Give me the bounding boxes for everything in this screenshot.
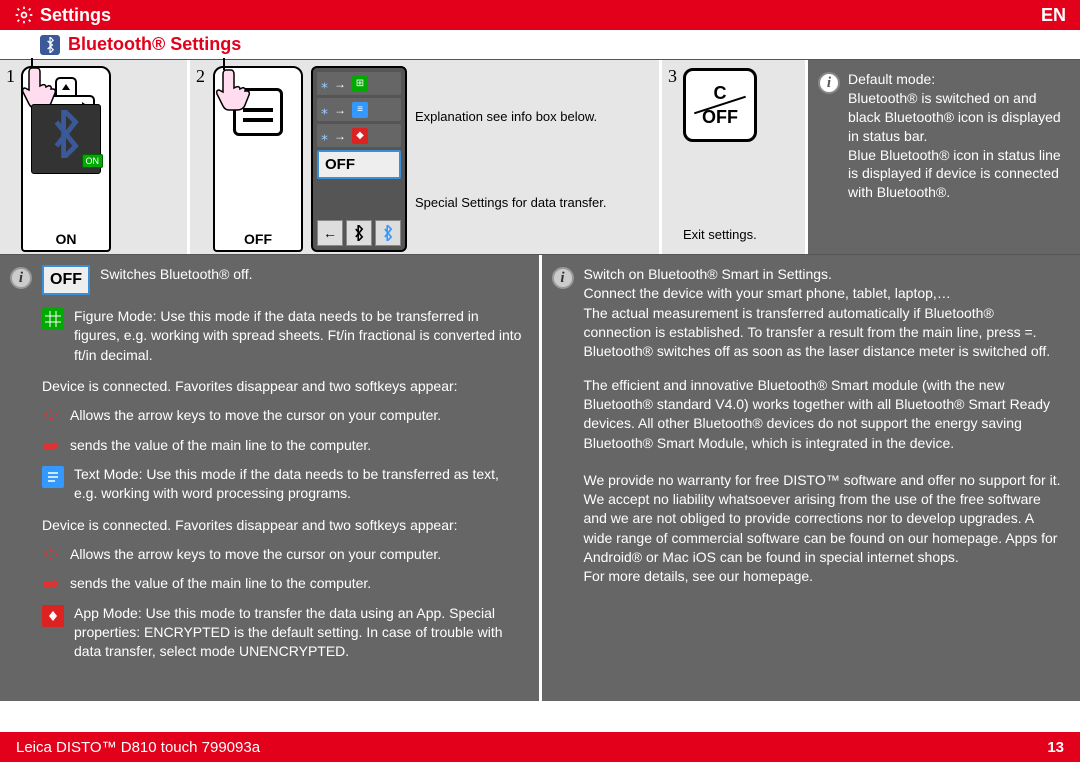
bluetooth-large-icon xyxy=(48,110,84,168)
info-icon: i xyxy=(552,267,574,289)
send-value-icon xyxy=(42,576,60,590)
header-lang: EN xyxy=(1041,5,1066,26)
app-mode-text: App Mode: Use this mode to transfer the … xyxy=(74,604,523,662)
text-icon: ≡ xyxy=(352,102,368,118)
step-number-2: 2 xyxy=(196,66,205,254)
device-illustration-off: OFF xyxy=(213,66,303,252)
device-illustration-on: ON ON xyxy=(21,66,111,252)
text-icon xyxy=(42,466,64,488)
note-special: Special Settings for data transfer. xyxy=(415,195,607,212)
text-mode-text: Text Mode: Use this mode if the data nee… xyxy=(74,465,523,504)
bt-blue-icon xyxy=(375,220,401,246)
info-icon: i xyxy=(818,72,840,94)
sends-value-text: sends the value of the main line to the … xyxy=(70,437,371,453)
right-column: i Switch on Bluetooth® Smart in Settings… xyxy=(542,255,1080,701)
arrow-keys-text: Allows the arrow keys to move the cursor… xyxy=(70,407,441,423)
spreadsheet-icon xyxy=(42,308,64,330)
spreadsheet-icon: ⊞ xyxy=(352,76,368,92)
cursor-arrows-icon xyxy=(42,408,60,422)
connected-text-1: Device is connected. Favorites disappear… xyxy=(42,377,523,396)
sends-value-text-2: sends the value of the main line to the … xyxy=(70,575,371,591)
exit-settings-label: Exit settings. xyxy=(683,227,757,242)
default-mode-panel: i Default mode: Bluetooth® is switched o… xyxy=(808,60,1080,254)
left-column: i OFF Switches Bluetooth® off. Figure Mo… xyxy=(0,255,542,701)
footer-product: Leica DISTO™ D810 touch 799093a xyxy=(16,739,260,756)
page-footer: Leica DISTO™ D810 touch 799093a 13 xyxy=(0,732,1080,762)
right-p1: Switch on Bluetooth® Smart in Settings. … xyxy=(584,265,1065,362)
on-badge: ON xyxy=(82,154,104,168)
off-badge: OFF xyxy=(42,265,90,295)
step-2-panel: 2 OFF ⁎→⊞ ⁎→≡ ⁎→◆ OFF ← xyxy=(190,60,662,254)
screen-menu-mock: ⁎→⊞ ⁎→≡ ⁎→◆ OFF ← xyxy=(311,66,407,252)
switches-off-text: Switches Bluetooth® off. xyxy=(100,265,252,284)
step-number-3: 3 xyxy=(668,66,677,254)
diagram-strip: 1 ON ON 2 xyxy=(0,59,1080,255)
default-mode-text: Default mode: Bluetooth® is switched on … xyxy=(848,70,1066,244)
app-icon: ◆ xyxy=(352,128,368,144)
c-off-button-icon: C OFF xyxy=(683,68,757,142)
cursor-arrows-icon xyxy=(42,547,60,561)
device-label-on: ON xyxy=(23,231,109,247)
note-explanation: Explanation see info box below. xyxy=(415,109,607,126)
footer-page: 13 xyxy=(1047,739,1064,756)
figure-mode-text: Figure Mode: Use this mode if the data n… xyxy=(74,307,523,365)
connected-text-2: Device is connected. Favorites disappear… xyxy=(42,516,523,535)
screen-off-row: OFF xyxy=(317,150,401,179)
subheader-title: Bluetooth® Settings xyxy=(68,34,241,55)
bt-black-icon xyxy=(346,220,372,246)
page-header: Settings EN xyxy=(0,0,1080,30)
body-columns: i OFF Switches Bluetooth® off. Figure Mo… xyxy=(0,255,1080,701)
right-p3: We provide no warranty for free DISTO™ s… xyxy=(584,471,1065,587)
right-p2: The efficient and innovative Bluetooth® … xyxy=(584,376,1065,453)
subheader: Bluetooth® Settings xyxy=(0,30,1080,59)
app-icon xyxy=(42,605,64,627)
step-3-panel: 3 C OFF Exit settings. xyxy=(662,60,808,254)
arrow-keys-text-2: Allows the arrow keys to move the cursor… xyxy=(70,546,441,562)
info-icon: i xyxy=(10,267,32,289)
device-label-off: OFF xyxy=(215,231,301,247)
back-button-icon: ← xyxy=(317,220,343,246)
hand-pointer-icon xyxy=(211,64,259,112)
bluetooth-icon xyxy=(40,35,60,55)
step-1-panel: 1 ON ON xyxy=(0,60,190,254)
header-title: Settings xyxy=(40,5,111,26)
step-number-1: 1 xyxy=(6,66,15,254)
settings-gear-icon xyxy=(14,5,34,25)
hand-pointer-icon xyxy=(17,62,65,110)
panel2-notes: Explanation see info box below. Special … xyxy=(415,66,607,254)
send-value-icon xyxy=(42,438,60,452)
